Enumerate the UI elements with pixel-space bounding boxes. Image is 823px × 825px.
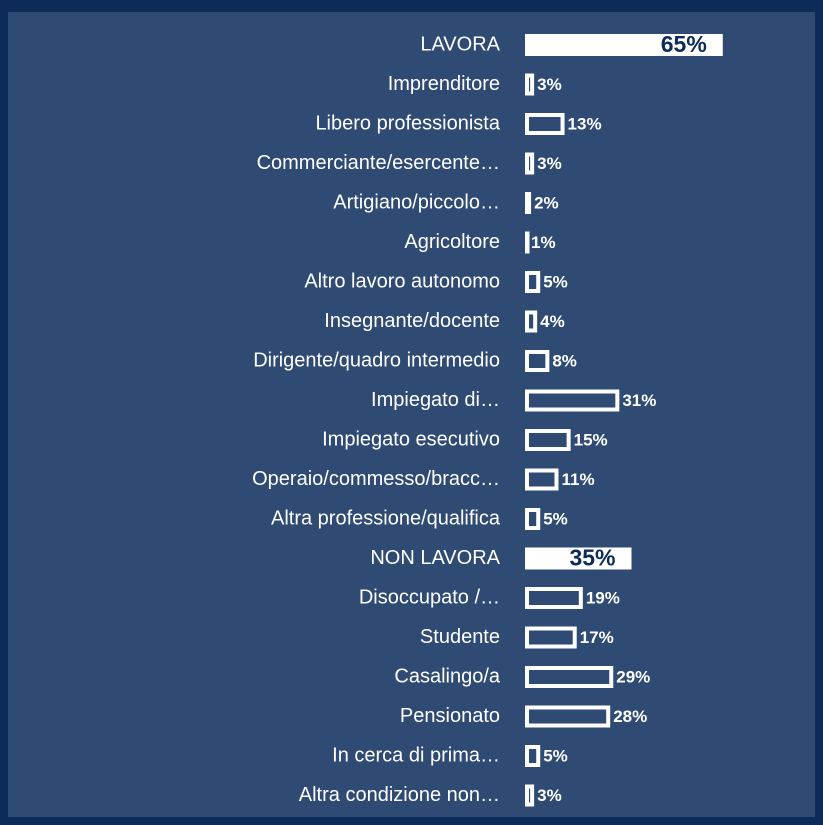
value-label: 28% <box>613 707 647 726</box>
value-label: 11% <box>561 470 594 489</box>
bar <box>525 271 541 293</box>
value-label: 3% <box>537 154 562 173</box>
bar <box>525 34 723 56</box>
category-label: Dirigente/quadro intermedio <box>253 349 500 371</box>
bar <box>525 705 611 728</box>
value-label: 29% <box>616 667 650 686</box>
value-label: 4% <box>540 312 565 331</box>
bar <box>525 547 632 570</box>
value-label: 3% <box>537 75 562 94</box>
category-label: Agricoltore <box>404 231 500 253</box>
bar <box>525 310 538 333</box>
category-label: Artigiano/piccolo… <box>333 191 500 213</box>
category-label: Casalingo/a <box>394 665 501 687</box>
value-label: 65% <box>661 31 707 57</box>
bar <box>525 231 530 254</box>
value-label: 17% <box>580 628 614 647</box>
value-label: 19% <box>586 588 620 607</box>
value-label: 13% <box>568 114 602 133</box>
bar <box>525 587 583 609</box>
category-label: Impiegato esecutivo <box>322 428 500 450</box>
bar <box>525 666 614 688</box>
category-label: Studente <box>420 626 500 648</box>
bar <box>525 113 565 135</box>
category-label: Altro lavoro autonomo <box>304 270 500 292</box>
value-label: 8% <box>552 351 577 370</box>
category-label: LAVORA <box>420 33 500 55</box>
panel <box>8 12 815 817</box>
bar <box>525 192 532 214</box>
value-label: 31% <box>622 391 656 410</box>
bar <box>525 626 577 649</box>
bar <box>525 784 535 807</box>
value-label: 5% <box>543 509 568 528</box>
value-label: 5% <box>543 746 568 765</box>
bar <box>525 508 541 530</box>
category-label: Operaio/commesso/bracc… <box>252 468 500 490</box>
category-label: NON LAVORA <box>370 547 500 569</box>
bar <box>525 152 535 175</box>
value-label: 2% <box>534 193 559 212</box>
value-label: 35% <box>569 545 615 571</box>
value-label: 3% <box>537 786 562 805</box>
bar <box>525 429 571 451</box>
category-label: Libero professionista <box>315 112 500 134</box>
bar <box>525 468 559 491</box>
value-label: 15% <box>574 430 608 449</box>
bar <box>525 389 620 412</box>
category-label: Altra professione/qualifica <box>271 507 501 529</box>
category-label: Altra condizione non… <box>299 784 500 806</box>
category-label: Commerciante/esercente… <box>257 152 500 174</box>
category-label: Insegnante/docente <box>324 310 500 332</box>
category-label: Disoccupato /… <box>359 586 500 608</box>
category-label: Imprenditore <box>388 73 500 95</box>
category-label: Impiegato di… <box>371 389 500 411</box>
category-label: In cerca di prima… <box>332 744 500 766</box>
bar <box>525 745 541 767</box>
bar <box>525 350 550 372</box>
value-label: 1% <box>531 233 556 252</box>
bar <box>525 73 535 96</box>
value-label: 5% <box>543 272 568 291</box>
category-label: Pensionato <box>400 705 500 727</box>
